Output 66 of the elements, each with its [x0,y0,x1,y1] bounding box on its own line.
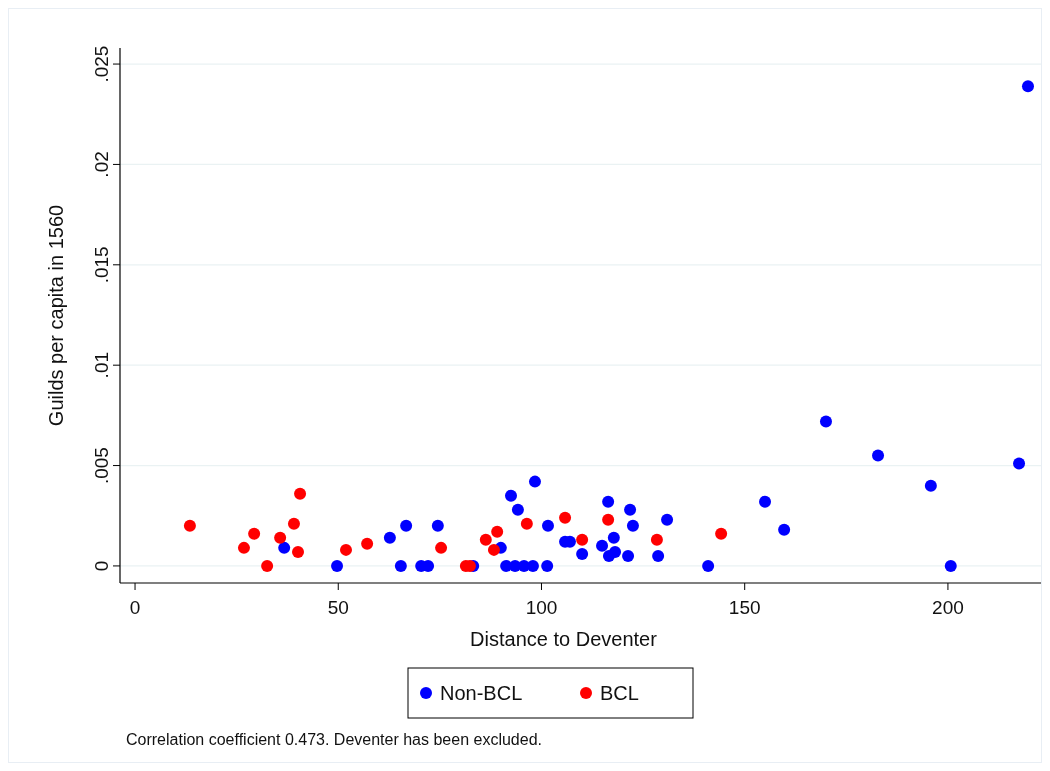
point [576,533,589,546]
point [183,519,196,532]
point [237,541,250,554]
point [541,559,554,572]
point [607,531,620,544]
point [602,495,615,508]
point [287,517,300,530]
x-tick-label: 100 [525,597,558,618]
text: Correlation coefficient 0.473. Deventer has been excluded. [126,731,542,748]
point [248,527,261,540]
point [435,541,448,554]
point [624,503,637,516]
point [383,531,396,544]
point [778,523,791,536]
point [609,545,622,558]
point [278,541,291,554]
point [520,517,533,530]
legend-label: BCL [600,682,639,704]
point [759,495,772,508]
point [394,559,407,572]
point [505,489,517,502]
y-tick-label: .01 [91,351,112,379]
point [261,559,274,572]
x-tick-label: 50 [327,597,349,618]
point [622,549,635,562]
point [652,549,665,562]
y-tick-label: .02 [91,151,112,178]
point [944,559,957,572]
point [596,539,609,552]
y-tick-label: .025 [91,45,112,83]
point [331,559,344,572]
point [661,513,674,526]
point [528,475,541,488]
point [576,547,589,560]
x-tick-label: 0 [129,597,141,618]
point [1013,457,1026,470]
point [541,519,554,532]
y-tick-label: .015 [91,246,112,284]
point [924,479,937,492]
point [511,503,524,516]
point [650,533,663,546]
legend-label: Non-BCL [440,682,523,704]
point [559,511,572,524]
y-tick-label: .005 [91,447,112,485]
point [487,543,500,556]
point [294,487,307,500]
x-tick-label: 200 [932,597,964,618]
point [872,449,885,462]
point [1021,80,1034,93]
point [479,533,492,546]
point [626,519,639,532]
x-tick-label: 150 [728,597,761,618]
point [292,545,305,558]
x-axis-title: Distance to Deventer [470,628,658,650]
point [702,559,715,572]
point [602,513,615,526]
point [339,543,352,556]
point [715,527,728,540]
point [431,519,444,532]
point [400,519,413,532]
point [491,525,504,538]
y-axis-title: Guilds per capita in 1560 [45,204,67,427]
y-tick-label: 0 [91,560,112,572]
point [274,531,287,544]
point [819,415,832,428]
point [361,537,374,550]
